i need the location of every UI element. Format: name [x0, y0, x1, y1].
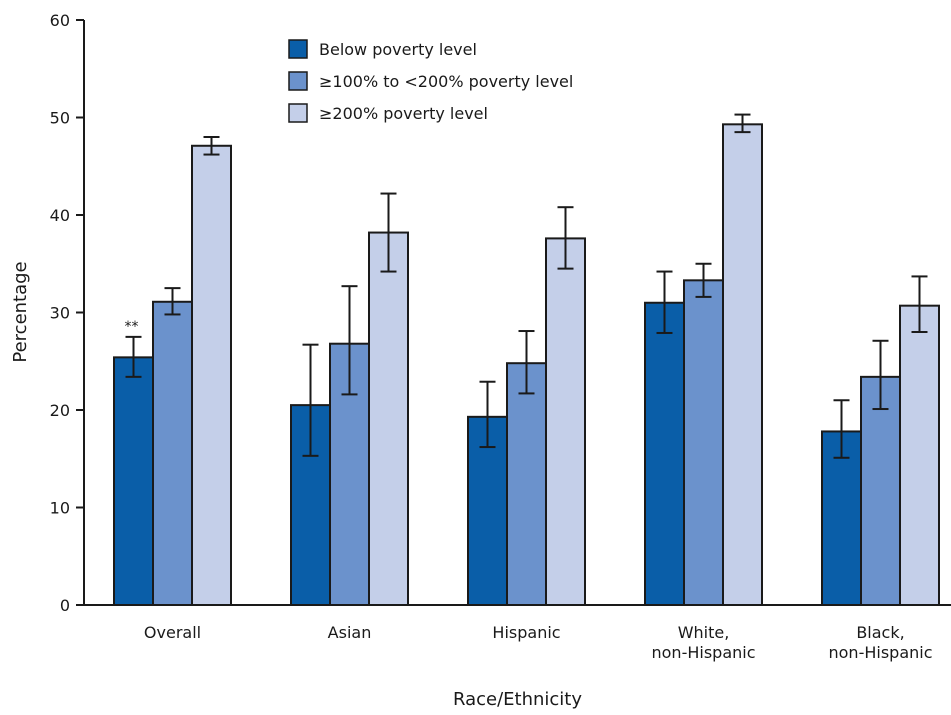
- y-tick-label-0: 0: [60, 596, 70, 615]
- legend-swatch-0: [288, 39, 308, 59]
- bar-s2-c4: [899, 304, 940, 606]
- bar-s2-c2: [545, 237, 586, 606]
- category-label-4: Black, non-Hispanic: [829, 623, 933, 662]
- error-bars-layer: [125, 113, 928, 459]
- error-bar-s0-c0: [125, 335, 142, 378]
- error-bar-s1-c4: [872, 339, 889, 411]
- legend-label-1: ≥100% to <200% poverty level: [319, 72, 573, 91]
- y-tick-label-40: 40: [50, 206, 70, 225]
- error-bar-s1-c2: [518, 330, 535, 395]
- bar-s0-c0: [113, 356, 154, 606]
- error-bar-s0-c4: [833, 399, 850, 459]
- error-bar-s2-c0: [203, 136, 220, 156]
- bar-s2-c1: [368, 231, 409, 607]
- error-bar-s1-c3: [695, 262, 712, 298]
- bar-s2-c3: [722, 123, 763, 606]
- annotation-0: **: [125, 319, 139, 335]
- error-bar-s0-c3: [656, 270, 673, 334]
- bar-s1-c4: [860, 375, 901, 606]
- error-bar-s2-c1: [380, 192, 397, 273]
- legend-label-0: Below poverty level: [319, 40, 477, 59]
- bar-s1-c2: [506, 362, 547, 607]
- error-bar-s2-c2: [557, 206, 574, 270]
- category-label-0: Overall: [144, 623, 201, 642]
- y-tick-label-50: 50: [50, 109, 70, 128]
- x-axis-title: Race/Ethnicity: [453, 689, 582, 710]
- category-label-3: White, non-Hispanic: [652, 623, 756, 662]
- error-bar-s1-c0: [164, 287, 181, 316]
- annotations-layer: **: [125, 319, 139, 335]
- error-bar-s1-c1: [341, 285, 358, 396]
- error-bar-s2-c3: [734, 113, 751, 134]
- legend: Below poverty level ≥100% to <200% povert…: [288, 39, 573, 123]
- legend-swatch-1: [288, 71, 308, 91]
- bar-s1-c0: [152, 300, 193, 606]
- error-bar-s0-c1: [302, 343, 319, 457]
- legend-label-2: ≥200% poverty level: [319, 104, 488, 123]
- bar-s2-c0: [191, 144, 232, 606]
- y-tick-label-60: 60: [50, 11, 70, 30]
- y-tick-label-20: 20: [50, 401, 70, 420]
- bar-s1-c3: [683, 279, 724, 606]
- y-tick-label-10: 10: [50, 499, 70, 518]
- bars-layer: [113, 123, 940, 607]
- category-label-2: Hispanic: [492, 623, 560, 642]
- error-bar-s0-c2: [479, 380, 496, 449]
- category-label-1: Asian: [328, 623, 372, 642]
- y-axis-title: Percentage: [10, 261, 31, 362]
- y-ticks-layer: 0 10 20 30 40 50 60: [50, 11, 84, 615]
- category-labels-layer: Overall Asian Hispanic White, non-Hispanic Bl…: [144, 623, 933, 662]
- error-bar-s2-c4: [911, 275, 928, 333]
- y-tick-label-30: 30: [50, 304, 70, 323]
- legend-swatch-2: [288, 103, 308, 123]
- bar-s0-c3: [644, 301, 685, 606]
